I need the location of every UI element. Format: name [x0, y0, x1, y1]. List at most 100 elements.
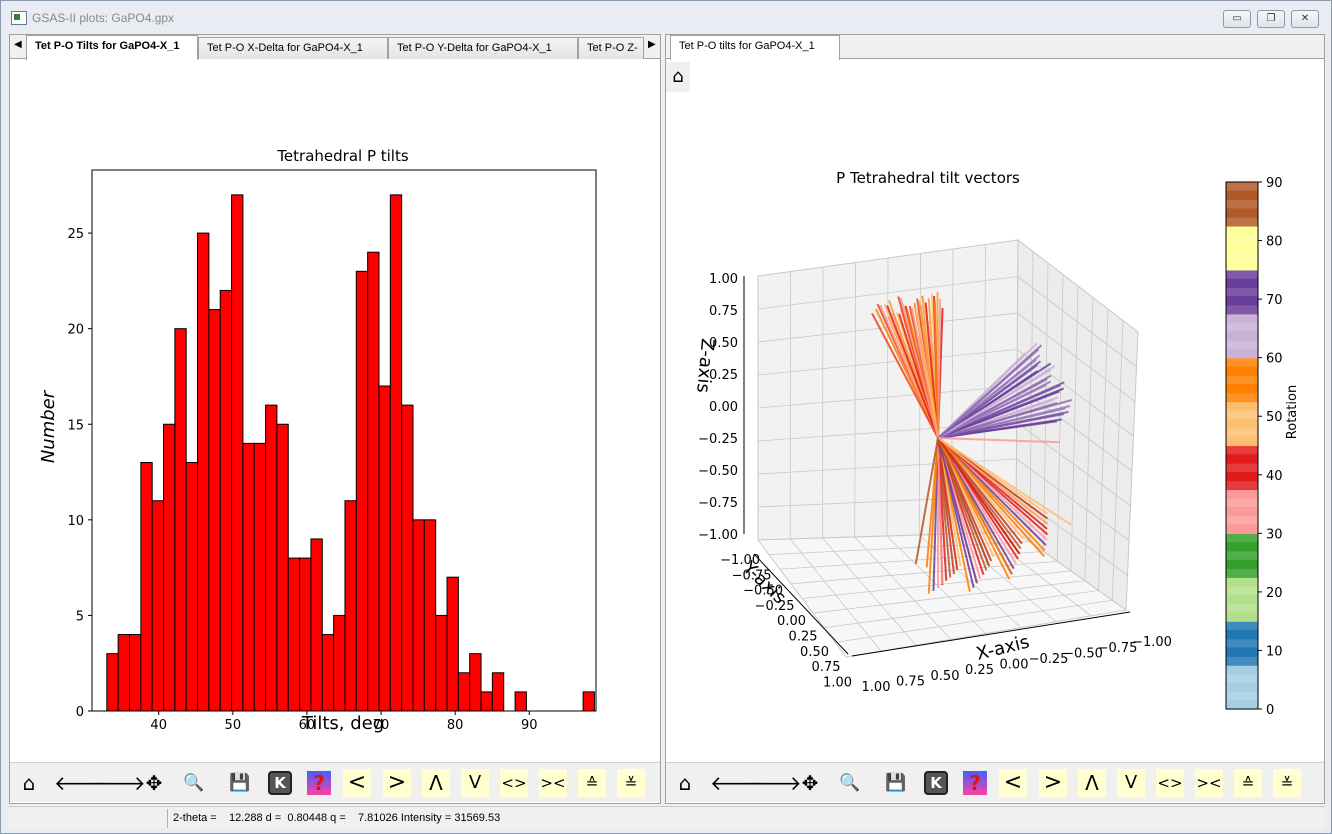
shrink-horizontal-button[interactable]: ><	[1195, 769, 1223, 797]
home-icon[interactable]: ⌂	[22, 771, 36, 795]
y-tick-label: 0.00	[777, 614, 806, 629]
pan-icon[interactable]: ✥	[801, 771, 819, 795]
back-arrow-icon[interactable]: 🡐	[710, 771, 764, 795]
expand-horizontal-button[interactable]: <>	[1156, 769, 1184, 797]
tilt-vector	[915, 307, 939, 439]
colorbar-band	[1226, 296, 1258, 306]
left-tab-strip: ◀ Tet P-O Tilts for GaPO4-X_1 Tet P-O X-…	[10, 35, 660, 60]
colorbar-band	[1226, 331, 1258, 341]
x-tick-label: 80	[447, 718, 464, 733]
grid-line	[834, 599, 1113, 643]
help-icon[interactable]: ?	[307, 771, 331, 795]
colorbar-tick-label: 80	[1266, 235, 1283, 250]
colorbar-band	[1226, 392, 1258, 403]
tilt-vector	[937, 380, 1052, 439]
tab-tet-po-tilt-vectors[interactable]: Tet P-O tilts for GaPO4-X_1	[670, 35, 840, 60]
tilt-vector	[927, 437, 939, 594]
tab-scroll-right-icon[interactable]: ▶	[648, 39, 656, 50]
grid-line	[823, 590, 1099, 629]
shift-left-button[interactable]: <	[343, 769, 371, 797]
shrink-horizontal-button[interactable]: ><	[539, 769, 567, 797]
colorbar-band	[1226, 621, 1258, 631]
x-axis-line	[851, 611, 1131, 657]
histogram-bar	[310, 538, 323, 712]
tilt-vector	[871, 312, 939, 439]
colorbar-band	[1226, 375, 1258, 385]
shift-down-button[interactable]: V	[1117, 769, 1145, 797]
tab-tet-po-y-delta[interactable]: Tet P-O Y-Delta for GaPO4-X_1	[388, 37, 578, 59]
colorbar-band	[1226, 515, 1258, 526]
help-icon[interactable]: ?	[963, 771, 987, 795]
colorbar-tick-label: 70	[1266, 293, 1283, 308]
colorbar-band	[1226, 199, 1258, 209]
save-icon[interactable]: 💾	[229, 773, 251, 793]
k-key-icon[interactable]: K	[268, 771, 292, 795]
z-tick-label: 0.75	[709, 304, 738, 319]
tilt-vector	[937, 437, 1049, 525]
chart-title: Tetrahedral P tilts	[276, 147, 409, 165]
close-button[interactable]: ✕	[1291, 10, 1319, 28]
colorbar-band	[1226, 498, 1258, 508]
tilt-vector	[937, 418, 1062, 439]
forward-arrow-icon[interactable]: 🡒	[748, 771, 802, 795]
shift-left-button[interactable]: <	[999, 769, 1027, 797]
tilt-vector	[937, 344, 1043, 439]
colorbar-band	[1226, 208, 1258, 218]
left-plot-pane: ◀ Tet P-O Tilts for GaPO4-X_1 Tet P-O X-…	[9, 34, 661, 804]
shift-right-button[interactable]: >	[383, 769, 411, 797]
colorbar-tick-label: 0	[1266, 703, 1274, 718]
status-readout: 2-theta = 12.288 d = 0.80448 q = 7.81026…	[173, 812, 501, 824]
colorbar-band	[1226, 691, 1258, 701]
pan-icon[interactable]: ✥	[145, 771, 163, 795]
tab-tet-po-tilts[interactable]: Tet P-O Tilts for GaPO4-X_1	[26, 35, 198, 60]
grid-line	[1111, 320, 1124, 601]
forward-arrow-icon[interactable]: 🡒	[92, 771, 146, 795]
shift-down-button[interactable]: V	[461, 769, 489, 797]
tilt-vector	[937, 437, 944, 584]
expand-vertical-button[interactable]: ≙	[578, 769, 606, 797]
shrink-vertical-button[interactable]: ≚	[1273, 769, 1301, 797]
colorbar-band	[1226, 261, 1258, 271]
colorbar-band	[1226, 533, 1258, 543]
shrink-vertical-button[interactable]: ≚	[617, 769, 645, 797]
shift-right-button[interactable]: >	[1039, 769, 1067, 797]
histogram-bar	[582, 691, 595, 712]
histogram-bar	[333, 614, 346, 712]
zoom-icon[interactable]: 🔍	[183, 773, 205, 793]
expand-horizontal-button[interactable]: <>	[500, 769, 528, 797]
tab-scroll-left-icon[interactable]: ◀	[14, 39, 22, 50]
save-icon[interactable]: 💾	[885, 773, 907, 793]
colorbar-band	[1226, 243, 1258, 253]
k-key-icon[interactable]: K	[924, 771, 948, 795]
tilt-vector	[937, 437, 1020, 554]
home-icon[interactable]: ⌂	[666, 62, 690, 92]
colorbar-tick-label: 30	[1266, 527, 1283, 542]
histogram-bar	[276, 423, 289, 712]
tilt-vector	[914, 437, 939, 565]
tab-tet-po-z-delta[interactable]: Tet P-O Z-	[578, 37, 644, 59]
x-tick-label: 60	[299, 718, 316, 733]
colorbar-band	[1226, 357, 1258, 368]
z-axis-label: Z-axis	[692, 338, 718, 394]
home-icon[interactable]: ⌂	[678, 771, 692, 795]
zoom-icon[interactable]: 🔍	[839, 773, 861, 793]
grid-line	[951, 533, 1057, 623]
shift-up-button[interactable]: Λ	[1078, 769, 1106, 797]
restore-button[interactable]: ❐	[1257, 10, 1285, 28]
tilt-vector	[886, 305, 939, 439]
colorbar-band	[1226, 340, 1258, 350]
tilt-vector	[937, 402, 1058, 439]
back-arrow-icon[interactable]: 🡐	[54, 771, 108, 795]
histogram-bar	[344, 500, 357, 712]
colorbar-band	[1226, 612, 1258, 622]
expand-vertical-button[interactable]: ≙	[1234, 769, 1262, 797]
z-tick-label: 0.00	[709, 400, 738, 415]
z-tick-label: −0.25	[698, 432, 738, 447]
shift-up-button[interactable]: Λ	[422, 769, 450, 797]
tab-tet-po-x-delta[interactable]: Tet P-O X-Delta for GaPO4-X_1	[198, 37, 388, 59]
histogram-bar	[367, 251, 380, 712]
colorbar-band	[1226, 489, 1258, 499]
minimize-button[interactable]: ▭	[1223, 10, 1251, 28]
colorbar-band	[1226, 550, 1258, 561]
histogram-bar	[446, 576, 459, 712]
